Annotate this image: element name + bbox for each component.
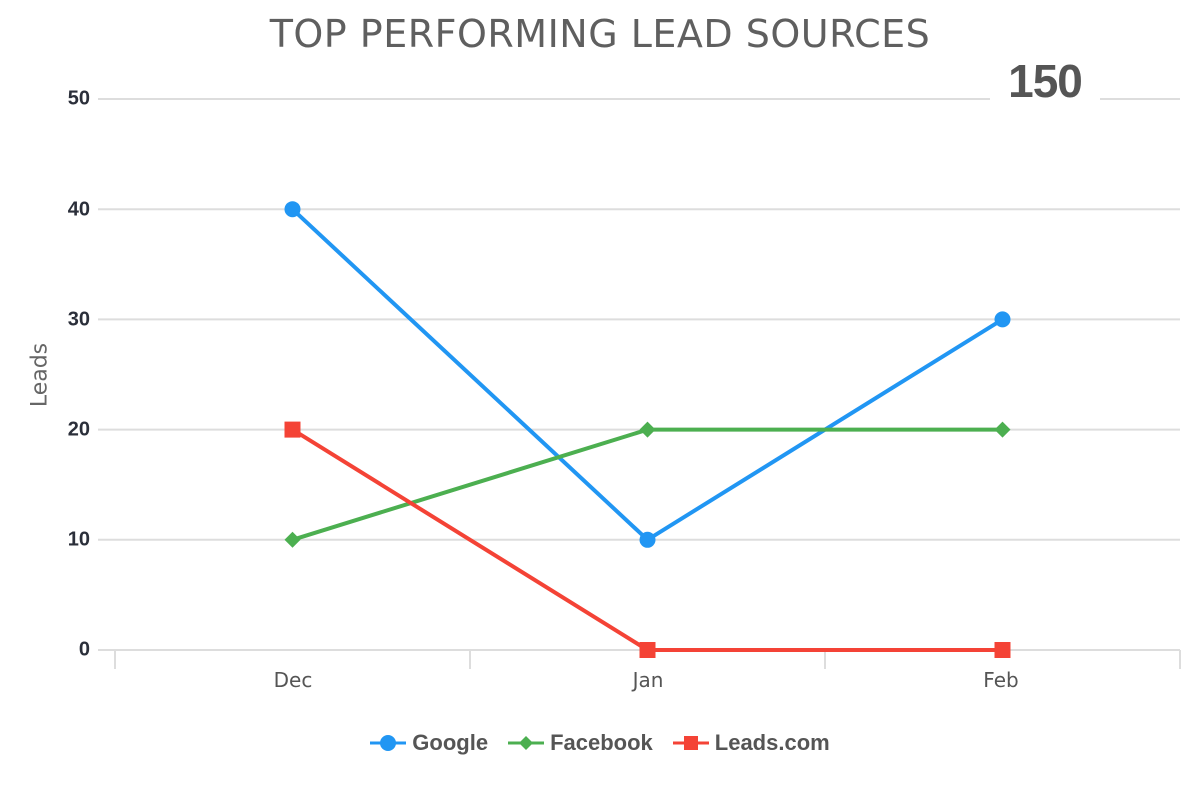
gridlines (98, 98, 1180, 651)
legend: Google Facebook Leads.com (0, 730, 1200, 756)
y-tick-20: 20 (67, 418, 90, 441)
data-point-diamond-icon[interactable] (639, 421, 656, 438)
x-tick-jan: Jan (632, 668, 664, 692)
data-point-square-icon[interactable] (994, 642, 1011, 658)
series-google (284, 201, 1011, 548)
total-leads-badge: 150 (990, 54, 1100, 108)
y-tick-50: 50 (67, 87, 90, 110)
circle-marker-icon (370, 735, 407, 751)
y-tick-40: 40 (67, 198, 90, 221)
y-tick-0: 0 (78, 638, 90, 661)
legend-item-facebook[interactable]: Facebook (508, 730, 653, 756)
series-leads-com (284, 421, 1011, 658)
square-marker-icon (672, 736, 709, 750)
legend-item-google[interactable]: Google (370, 730, 488, 756)
series-facebook (284, 421, 1011, 548)
legend-label: Leads.com (714, 730, 830, 755)
x-axis (114, 650, 1181, 669)
y-axis-title: Leads (27, 342, 53, 408)
chart-title: TOP PERFORMING LEAD SOURCES (269, 12, 931, 56)
diamond-marker-icon (508, 736, 545, 750)
x-tick-dec: Dec (273, 668, 313, 692)
data-point-square-icon[interactable] (639, 642, 656, 658)
x-tick-feb: Feb (983, 668, 1019, 692)
series-line (291, 207, 1004, 542)
data-point-circle-icon[interactable] (284, 201, 301, 218)
legend-label: Facebook (550, 730, 653, 755)
data-point-diamond-icon[interactable] (994, 421, 1011, 438)
data-point-diamond-icon[interactable] (284, 531, 301, 548)
y-tick-30: 30 (67, 308, 90, 331)
legend-item-leads-com[interactable]: Leads.com (672, 730, 830, 756)
series-lines (284, 201, 1011, 658)
legend-label: Google (412, 730, 489, 755)
data-point-circle-icon[interactable] (639, 531, 656, 548)
data-point-circle-icon[interactable] (994, 311, 1011, 328)
y-tick-10: 10 (67, 528, 90, 551)
series-line (291, 427, 1003, 542)
data-point-square-icon[interactable] (284, 421, 301, 438)
